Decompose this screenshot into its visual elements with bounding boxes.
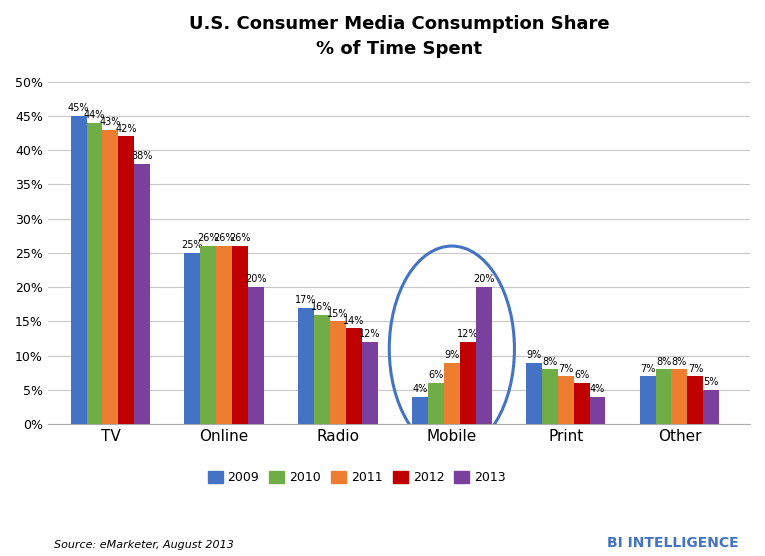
Bar <box>558 376 574 424</box>
Text: Source: eMarketer, August 2013: Source: eMarketer, August 2013 <box>54 540 233 550</box>
Text: 8%: 8% <box>656 356 671 366</box>
Text: 20%: 20% <box>473 275 494 285</box>
Text: 17%: 17% <box>295 295 317 305</box>
Text: 16%: 16% <box>311 302 333 312</box>
Text: 43%: 43% <box>99 117 121 127</box>
Bar <box>656 369 672 424</box>
Text: 7%: 7% <box>688 364 703 374</box>
Bar <box>574 383 590 424</box>
Text: 4%: 4% <box>590 384 605 394</box>
Text: 14%: 14% <box>343 316 365 325</box>
Text: 25%: 25% <box>181 240 203 250</box>
Bar <box>428 383 444 424</box>
Bar <box>298 307 314 424</box>
Bar <box>86 123 103 424</box>
Text: 4%: 4% <box>412 384 428 394</box>
Text: 45%: 45% <box>68 103 90 113</box>
Title: U.S. Consumer Media Consumption Share
% of Time Spent: U.S. Consumer Media Consumption Share % … <box>189 15 609 58</box>
Bar <box>135 164 150 424</box>
Text: 6%: 6% <box>574 370 589 380</box>
Bar <box>542 369 558 424</box>
Bar <box>444 363 460 424</box>
Text: 44%: 44% <box>84 110 106 120</box>
Bar <box>362 342 378 424</box>
Bar <box>526 363 542 424</box>
Bar <box>460 342 476 424</box>
Bar <box>476 287 492 424</box>
Legend: 2009, 2010, 2011, 2012, 2013: 2009, 2010, 2011, 2012, 2013 <box>203 466 511 489</box>
Bar <box>70 116 86 424</box>
Text: 12%: 12% <box>457 329 479 339</box>
Bar <box>703 390 719 424</box>
Bar <box>314 315 330 424</box>
Text: 6%: 6% <box>428 370 444 380</box>
Bar <box>672 369 688 424</box>
Text: 26%: 26% <box>197 234 219 244</box>
Text: 38%: 38% <box>132 151 153 161</box>
Bar <box>590 397 605 424</box>
Text: 9%: 9% <box>526 350 542 360</box>
Bar <box>248 287 264 424</box>
Text: 5%: 5% <box>704 377 719 387</box>
Bar <box>233 246 248 424</box>
Bar <box>200 246 216 424</box>
Bar <box>216 246 233 424</box>
Text: 7%: 7% <box>558 364 573 374</box>
Bar <box>688 376 703 424</box>
Bar <box>330 321 346 424</box>
Text: 15%: 15% <box>327 309 349 319</box>
Text: 20%: 20% <box>246 275 267 285</box>
Bar <box>184 253 200 424</box>
Bar <box>119 136 135 424</box>
Text: 8%: 8% <box>542 356 558 366</box>
Text: 26%: 26% <box>230 234 251 244</box>
Text: 9%: 9% <box>444 350 460 360</box>
Text: 42%: 42% <box>116 123 137 133</box>
Bar <box>346 328 362 424</box>
Text: BI INTELLIGENCE: BI INTELLIGENCE <box>607 537 739 550</box>
Bar <box>103 130 119 424</box>
Bar <box>640 376 656 424</box>
Bar <box>412 397 428 424</box>
Text: 12%: 12% <box>359 329 381 339</box>
Text: 7%: 7% <box>640 364 656 374</box>
Text: 26%: 26% <box>213 234 235 244</box>
Text: 8%: 8% <box>672 356 687 366</box>
